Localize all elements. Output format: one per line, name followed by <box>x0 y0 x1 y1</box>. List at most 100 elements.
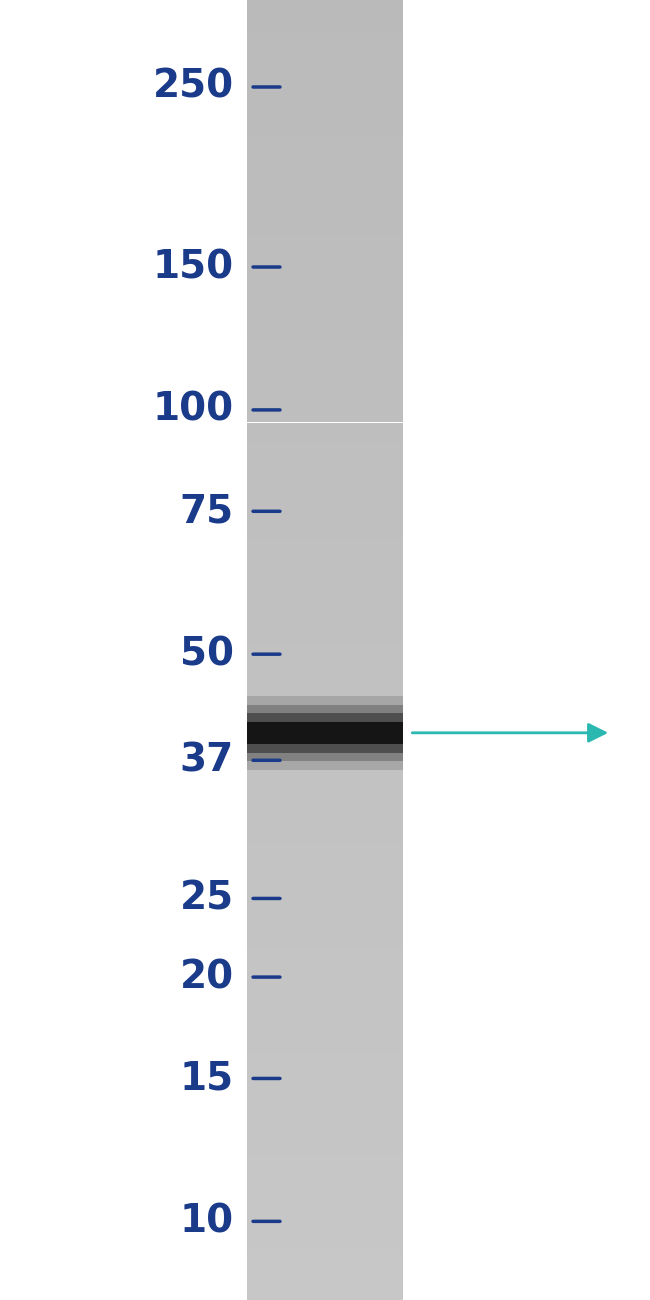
Bar <box>247 1053 403 1059</box>
Bar <box>247 858 403 864</box>
Bar <box>247 676 403 682</box>
Bar <box>247 722 403 744</box>
Bar <box>247 705 403 760</box>
Bar <box>247 156 403 162</box>
Bar <box>247 6 403 13</box>
Bar <box>247 982 403 988</box>
Bar <box>247 247 403 254</box>
Bar <box>247 1027 403 1034</box>
Bar <box>247 1190 403 1196</box>
Bar <box>247 696 403 770</box>
Bar <box>247 546 403 552</box>
Bar <box>247 474 403 481</box>
Bar <box>247 994 403 1001</box>
Bar <box>247 254 403 260</box>
Bar <box>247 722 403 728</box>
Bar <box>247 578 403 585</box>
Bar <box>247 663 403 670</box>
Bar <box>247 344 403 351</box>
Bar <box>247 592 403 598</box>
Text: 75: 75 <box>180 493 234 530</box>
Bar <box>247 20 403 26</box>
Bar <box>247 46 403 52</box>
Bar <box>247 416 403 422</box>
Bar <box>247 130 403 136</box>
Bar <box>247 351 403 358</box>
Text: 25: 25 <box>180 880 234 918</box>
Bar <box>247 572 403 578</box>
Bar <box>247 370 403 377</box>
Bar <box>247 117 403 124</box>
Bar <box>247 13 403 20</box>
Bar <box>247 774 403 780</box>
Bar <box>247 455 403 461</box>
Bar <box>247 1060 403 1066</box>
Bar <box>247 520 403 526</box>
Text: 100: 100 <box>153 391 234 429</box>
Text: 15: 15 <box>180 1060 234 1097</box>
Bar <box>247 1112 403 1118</box>
Bar <box>247 448 403 455</box>
Bar <box>247 689 403 696</box>
Bar <box>247 682 403 689</box>
Bar <box>247 702 403 708</box>
Bar <box>247 396 403 403</box>
Bar <box>247 897 403 903</box>
Text: 250: 250 <box>153 68 234 107</box>
Bar <box>247 715 403 722</box>
Bar <box>247 240 403 247</box>
Bar <box>247 644 403 650</box>
Bar <box>247 488 403 494</box>
Bar <box>247 891 403 897</box>
Bar <box>247 1046 403 1053</box>
Bar <box>247 202 403 208</box>
Bar <box>247 1183 403 1190</box>
Bar <box>247 468 403 474</box>
Bar <box>247 1150 403 1157</box>
Text: 50: 50 <box>180 636 234 673</box>
Bar <box>247 942 403 949</box>
Bar <box>247 819 403 826</box>
Bar <box>247 838 403 845</box>
Bar <box>247 1196 403 1202</box>
Bar <box>247 845 403 852</box>
Bar <box>247 111 403 117</box>
Bar <box>247 221 403 228</box>
Text: 10: 10 <box>180 1202 234 1240</box>
Bar <box>247 124 403 130</box>
Bar <box>247 806 403 812</box>
Bar <box>247 176 403 182</box>
Bar <box>247 0 403 6</box>
Bar <box>247 1144 403 1150</box>
Bar <box>247 949 403 956</box>
Bar <box>247 1086 403 1092</box>
Bar <box>247 260 403 266</box>
Bar <box>247 52 403 58</box>
Bar <box>247 712 403 753</box>
Bar <box>247 696 403 702</box>
Bar <box>247 150 403 156</box>
Bar <box>247 1294 403 1300</box>
Bar <box>247 1014 403 1020</box>
Bar <box>247 494 403 500</box>
Bar <box>247 1287 403 1294</box>
Bar <box>247 630 403 637</box>
Bar <box>247 747 403 754</box>
Bar <box>247 1008 403 1014</box>
Bar <box>247 481 403 488</box>
Bar <box>247 526 403 533</box>
Bar <box>247 312 403 318</box>
Bar <box>247 462 403 468</box>
Bar <box>247 1020 403 1027</box>
Bar <box>247 637 403 644</box>
Bar <box>247 650 403 656</box>
Bar <box>247 78 403 84</box>
Bar <box>247 1164 403 1170</box>
Bar <box>247 1034 403 1040</box>
Bar <box>247 169 403 176</box>
Bar <box>247 162 403 169</box>
Bar <box>247 273 403 280</box>
Bar <box>247 930 403 936</box>
Bar <box>247 280 403 286</box>
Text: 37: 37 <box>180 741 234 779</box>
